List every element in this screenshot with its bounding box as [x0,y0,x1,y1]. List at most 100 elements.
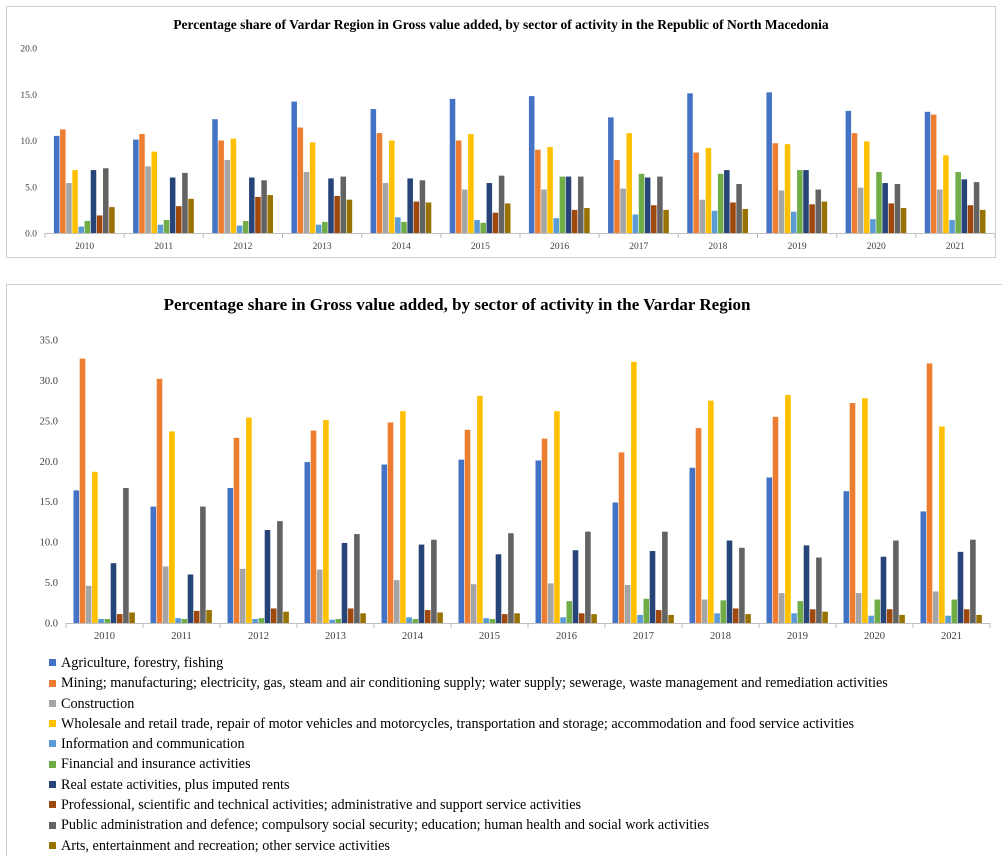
y-tick-label: 35.0 [40,336,58,347]
x-tick-label: 2021 [946,242,965,252]
legend-swatch [49,781,56,789]
bar [431,539,437,623]
bar [797,170,803,233]
bar [277,521,283,623]
bar [547,583,554,623]
bar [252,618,258,623]
bar [961,179,968,233]
bar [498,175,505,233]
legend-swatch [49,841,56,849]
x-tick-label: 2015 [471,242,490,252]
x-tick-label: 2014 [402,631,424,642]
bar [742,208,748,233]
bar [483,618,489,623]
bar [572,550,579,623]
bar [347,608,354,623]
bar [504,203,511,233]
bar [559,176,566,233]
y-tick-label: 20.0 [20,45,37,55]
national-share-chart: Percentage share of Vardar Region in Gro… [6,6,996,258]
legend-label: Arts, entertainment and recreation; othe… [61,837,390,854]
bar [778,593,785,623]
bar [139,134,145,233]
bar [270,608,277,623]
bar [458,459,465,623]
bar [939,426,945,623]
bar [724,170,730,233]
vardar-structure-chart: Percentage share in Gross value added, b… [6,284,1002,856]
bar [870,219,876,234]
y-tick-label: 15.0 [20,91,37,101]
bar [90,170,97,233]
bar [340,176,347,233]
national-share-plot: 0.0 5.0 10.0 15.0 20.0 2010 2011 2012 2013 2014 20… [20,45,996,252]
bar [354,534,360,623]
bar [920,511,927,623]
bar [803,545,810,623]
bar [297,127,304,233]
bar [437,612,443,623]
bar [264,530,271,623]
bar [163,220,170,233]
bar [182,172,188,234]
bar [857,187,864,233]
bar [585,531,591,623]
bar [668,614,674,623]
bar [110,563,117,623]
bar [246,417,252,623]
bar [784,144,791,233]
bar [730,202,736,233]
bar [400,411,406,623]
legend-item: Professional, scientific and technical a… [49,795,999,815]
bar [772,143,779,233]
bar [328,178,334,233]
bar [151,151,158,233]
bar [310,430,317,623]
bar [267,195,273,233]
bar [464,429,471,623]
bar [187,574,194,623]
bar [162,566,169,623]
bar [803,170,809,233]
bar [109,207,115,233]
x-tick-label: 2020 [864,631,885,642]
bar [772,416,779,623]
bar [937,189,943,233]
bar [462,189,468,233]
y-tick-label: 15.0 [40,497,58,508]
bar [492,212,499,233]
bar [175,618,181,623]
bar [970,539,976,623]
bar [708,400,714,623]
bar [663,209,669,234]
bar [406,617,412,623]
bar [578,613,585,623]
bar [924,111,931,233]
x-tick-label: 2018 [708,242,727,252]
bar [973,182,980,234]
x-tick-label: 2021 [941,631,962,642]
bar [701,599,708,623]
bar [591,614,597,623]
y-tick-label: 20.0 [40,457,58,468]
legend-swatch [49,679,56,687]
bar [638,173,645,233]
bar [945,615,951,623]
bar [714,613,720,623]
bar [955,171,961,233]
bar [541,189,547,233]
bar [930,114,937,233]
bar [863,141,870,233]
bar [900,208,907,233]
bar [876,171,882,233]
legend-label: Public administration and defence; compu… [61,817,710,834]
x-tick-label: 2012 [233,242,252,252]
bar [495,554,502,623]
bar [893,540,899,623]
bar [951,599,958,623]
bar [412,618,419,623]
bar [72,170,78,233]
bar [979,209,986,234]
bar [624,585,631,623]
bar [381,464,388,623]
